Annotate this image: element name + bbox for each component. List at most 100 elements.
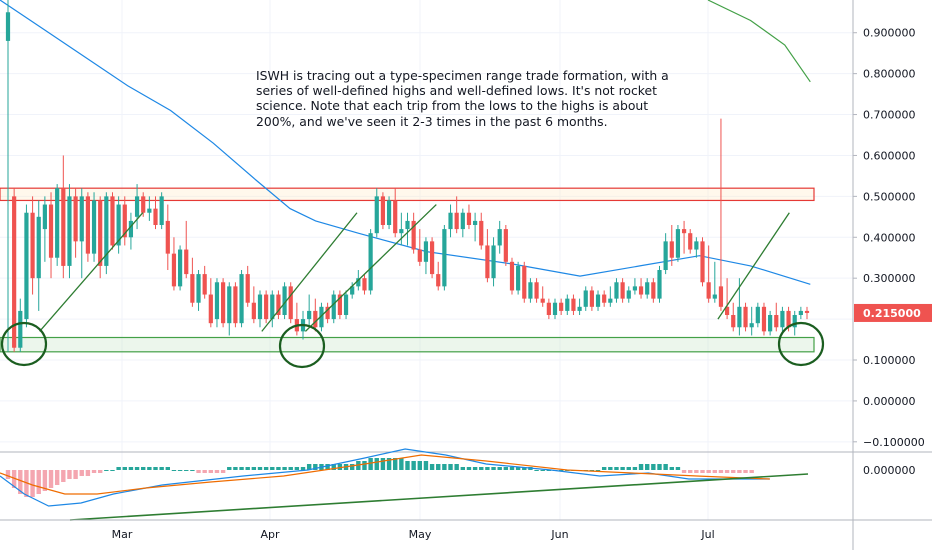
macd-histogram-bar	[331, 464, 336, 470]
macd-histogram-bar	[171, 470, 177, 471]
candle-body	[18, 310, 23, 348]
time-tick-label: Mar	[112, 528, 133, 541]
candle-body	[761, 306, 767, 332]
last-price-label: 0.215000	[863, 307, 921, 320]
macd-histogram-bar	[306, 464, 312, 470]
candle-body	[42, 204, 47, 230]
macd-histogram-bar	[491, 467, 496, 470]
candle-body	[165, 220, 170, 254]
moving-averages	[0, 0, 811, 285]
candle-body	[91, 200, 97, 254]
macd-histogram-bar	[657, 464, 662, 470]
candle-body	[405, 220, 410, 230]
candle-body	[768, 315, 773, 332]
macd-histogram-bar	[110, 470, 115, 471]
macd-histogram-bar	[313, 464, 318, 470]
macd-histogram-bar	[85, 470, 91, 476]
macd-histogram-bar	[61, 470, 66, 482]
macd-histogram-bar	[706, 470, 711, 473]
macd-histogram-bar	[196, 470, 201, 473]
candle-body	[141, 196, 146, 213]
macd-histogram-bar	[263, 467, 269, 470]
candle-body	[583, 290, 588, 307]
price-tick-label: 0.600000	[863, 149, 916, 162]
macd-histogram-bar	[601, 467, 607, 470]
candle-body	[571, 298, 576, 311]
candle-body	[153, 208, 158, 225]
last-price-badge	[854, 303, 932, 322]
candle-body	[221, 282, 226, 324]
candle-body	[270, 294, 275, 320]
candle-body	[282, 286, 287, 315]
candle-body	[319, 306, 324, 328]
low-circle-marker	[777, 321, 825, 367]
candle-body	[798, 310, 803, 315]
candle-body	[522, 265, 527, 299]
candle-body	[565, 298, 570, 311]
candle-body	[774, 315, 779, 328]
macd-histogram-bar	[42, 470, 48, 491]
candle-body	[780, 310, 785, 328]
candle-body	[737, 306, 742, 328]
macd-histogram-bar	[694, 470, 699, 473]
macd-histogram-bar	[147, 467, 152, 470]
macd-histogram-bar	[405, 461, 410, 470]
candle-body	[411, 220, 416, 250]
candle-body	[651, 282, 656, 299]
macd-histogram-bar	[614, 467, 619, 470]
macd-histogram-bar	[233, 467, 238, 470]
macd-histogram-bar	[245, 467, 250, 470]
candle-body	[669, 241, 674, 258]
price-tick-label: 0.300000	[863, 272, 916, 285]
candle-body	[128, 220, 134, 238]
candle-body	[804, 310, 810, 313]
macd-histogram-bar	[276, 467, 281, 470]
macd-histogram-bar	[67, 470, 72, 479]
signal-line	[0, 454, 770, 495]
macd-histogram-bar	[399, 458, 404, 470]
macd-histogram-bar	[724, 470, 730, 473]
macd-histogram-bar	[558, 470, 564, 471]
candle-body	[190, 274, 195, 303]
candle-body	[552, 302, 558, 315]
price-tick-label: 0.000000	[863, 395, 916, 408]
candle-body	[24, 212, 29, 320]
candle-body	[792, 315, 797, 328]
macd-histogram-bar	[632, 467, 638, 470]
candle-body	[725, 306, 730, 315]
macd-histogram-bar	[30, 470, 35, 497]
macd-histogram-bar	[429, 464, 435, 470]
macd-panel	[0, 448, 932, 521]
candle-body	[325, 306, 330, 320]
trend-line	[39, 212, 144, 332]
candle-body	[208, 294, 213, 324]
candle-body	[749, 323, 754, 328]
candle-body	[36, 216, 41, 279]
macd-histogram-bar	[651, 464, 656, 470]
macd-histogram-bar	[270, 467, 275, 470]
candle-body	[675, 229, 681, 258]
candle-body	[712, 294, 717, 299]
candle-body	[202, 274, 207, 295]
macd-histogram-bar	[466, 467, 472, 470]
candle-body	[30, 212, 35, 279]
candle-body	[589, 290, 594, 307]
price-tick-label: 0.900000	[863, 27, 916, 40]
macd-histogram-bar	[36, 470, 41, 494]
macd-histogram-bar	[546, 470, 552, 471]
range-bands	[0, 187, 815, 353]
price-tick-label: 0.400000	[863, 231, 916, 244]
macd-histogram-bar	[128, 467, 134, 470]
trend-line	[717, 212, 790, 320]
candle-body	[540, 298, 545, 303]
macd-histogram-bar	[18, 470, 23, 494]
macd-histogram-bar	[509, 467, 515, 470]
candle-body	[5, 12, 11, 41]
candle-body	[638, 286, 644, 295]
candle-body	[602, 294, 607, 303]
macd-histogram-bar	[257, 467, 263, 470]
candle-body	[516, 265, 521, 291]
macd-histogram-bar	[220, 470, 226, 473]
macd-histogram-bar	[620, 467, 625, 470]
